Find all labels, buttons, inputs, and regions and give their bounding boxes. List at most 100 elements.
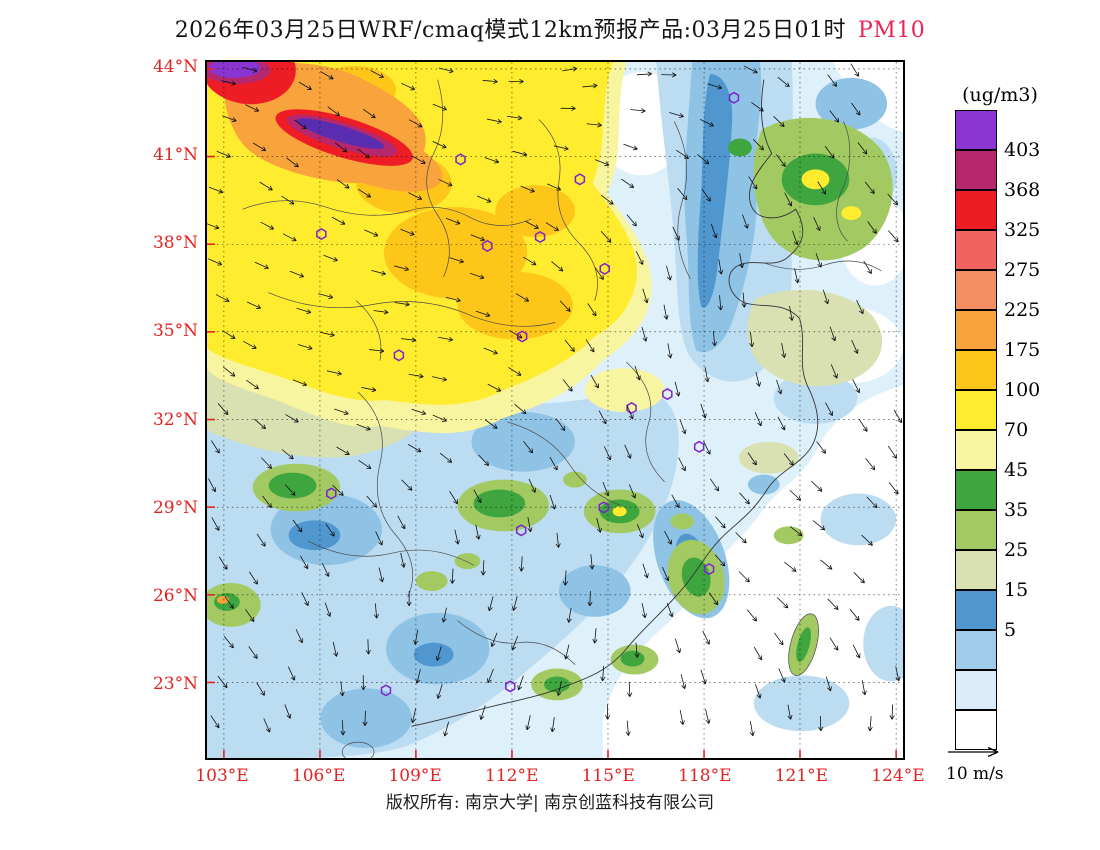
border-line (426, 79, 450, 278)
colorbar (955, 110, 997, 750)
forecast-map (207, 62, 903, 758)
colorbar-tick-label: 100 (1004, 379, 1041, 401)
colorbar-tick-label: 225 (1004, 299, 1041, 321)
station-marker (505, 680, 516, 693)
fill-yellow-spot (612, 506, 627, 517)
title-pollutant: PM10 (857, 18, 926, 43)
station-marker (728, 91, 740, 104)
fill-olive-patch (738, 441, 799, 474)
fill-medium-blue-patch (558, 565, 631, 617)
station-marker (326, 487, 337, 500)
fill-medium-blue-patch (747, 474, 780, 495)
lat-label: 44°N (152, 57, 198, 77)
fill-green-patches (207, 463, 819, 701)
station-marker (380, 684, 392, 697)
colorbar-tick-label: 5 (1004, 619, 1017, 641)
fill-light-blue-sea-patch (773, 372, 858, 424)
fill-green-spot (728, 138, 752, 157)
fill-yellowgreen-halo (670, 513, 695, 530)
border-line (673, 121, 691, 280)
hainan-outline (341, 741, 375, 758)
lon-label: 115°E (581, 766, 635, 786)
border-line (538, 119, 598, 301)
colorbar-labels: 403 368 325 275 225 175 100 70 45 35 25 15 5 (1004, 0, 1076, 850)
fill-steel-blue-ne-core (697, 73, 733, 308)
colorbar-cell (955, 590, 997, 630)
station-marker (393, 349, 405, 362)
lon-label: 112°E (485, 766, 539, 786)
wind-arrows (207, 63, 903, 737)
province-boundaries (242, 79, 882, 758)
copyright-footer: 版权所有: 南京大学| 南京创蓝科技有限公司 (385, 793, 715, 813)
axis-ticks (207, 68, 897, 758)
coastline (411, 79, 819, 727)
border-line (357, 391, 414, 598)
title-main: 2026年03月25日WRF/cmaq模式12km预报产品:03月25日01时 (174, 18, 846, 43)
border-line (355, 300, 382, 361)
fill-light-blue-sea-patch (753, 675, 850, 732)
border-line (506, 421, 621, 506)
station-markers (316, 91, 740, 697)
colorbar-tick-label: 325 (1004, 219, 1041, 241)
station-marker (703, 563, 715, 576)
colorbar-tick-label: 25 (1004, 539, 1029, 561)
lon-label: 124°E (871, 766, 925, 786)
colorbar-cell (955, 510, 997, 550)
colorbar-cell (955, 310, 997, 350)
colorbar-cell (955, 350, 997, 390)
wind-scale-legend: 10 m/s (946, 744, 1036, 784)
wind-scale-label: 10 m/s (946, 764, 1004, 784)
wind-scale-arrow (948, 746, 999, 758)
colorbar-cell (955, 470, 997, 510)
border-line (308, 540, 474, 566)
station-marker (455, 153, 466, 166)
fill-green-core (620, 650, 645, 667)
fill-gold-core (457, 271, 573, 340)
station-marker (516, 330, 528, 343)
colorbar-cell (955, 390, 997, 430)
fill-green-core (268, 472, 317, 499)
wind-arrow-field (207, 63, 903, 737)
fill-light-blue-sea-patch (820, 493, 897, 546)
fill-yellowgreen-halo (562, 471, 587, 488)
fill-yellowgreen-halo (454, 553, 481, 570)
fill-northeast-green-patch (728, 117, 893, 261)
lat-label: 41°N (152, 145, 198, 166)
fill-green-core (796, 627, 811, 663)
border-line (457, 620, 576, 665)
lat-label: 32°N (152, 409, 198, 430)
fill-white-sea-southeast (602, 385, 903, 758)
lon-label: 109°E (388, 766, 442, 786)
pm10-concentration-fill (207, 62, 903, 758)
fill-yellowgreen-halo (415, 571, 448, 591)
station-marker (515, 524, 527, 537)
station-marker (316, 227, 327, 241)
taiwan-outline (788, 613, 819, 676)
lat-label: 26°N (152, 585, 198, 606)
colorbar-cell (955, 550, 997, 590)
colorbar-tick-label: 403 (1004, 139, 1041, 161)
station-marker (693, 440, 705, 453)
colorbar-tick-label: 175 (1004, 339, 1041, 361)
lat-label: 38°N (152, 233, 198, 254)
colorbar-cell (955, 430, 997, 470)
colorbar-cell (955, 670, 997, 710)
fill-green-core (681, 557, 711, 597)
fill-green-core (544, 676, 570, 693)
colorbar-tick-label: 275 (1004, 259, 1041, 281)
korea-coast (836, 121, 851, 242)
border-line (626, 361, 665, 482)
fill-medium-blue-patch (471, 411, 575, 472)
colorbar-cell (955, 710, 997, 750)
fill-steel-blue-core (413, 642, 454, 667)
fill-green-core (473, 489, 526, 518)
fill-yellow-spot (841, 206, 862, 221)
map-frame (205, 60, 905, 760)
colorbar-tick-label: 15 (1004, 579, 1029, 601)
station-marker (599, 262, 610, 275)
colorbar-cell (955, 150, 997, 190)
colorbar-cell (955, 190, 997, 230)
border-line (242, 200, 532, 226)
fill-medium-blue-patch (815, 77, 888, 130)
page-title: 2026年03月25日WRF/cmaq模式12km预报产品:03月25日01时 P… (0, 12, 1100, 44)
